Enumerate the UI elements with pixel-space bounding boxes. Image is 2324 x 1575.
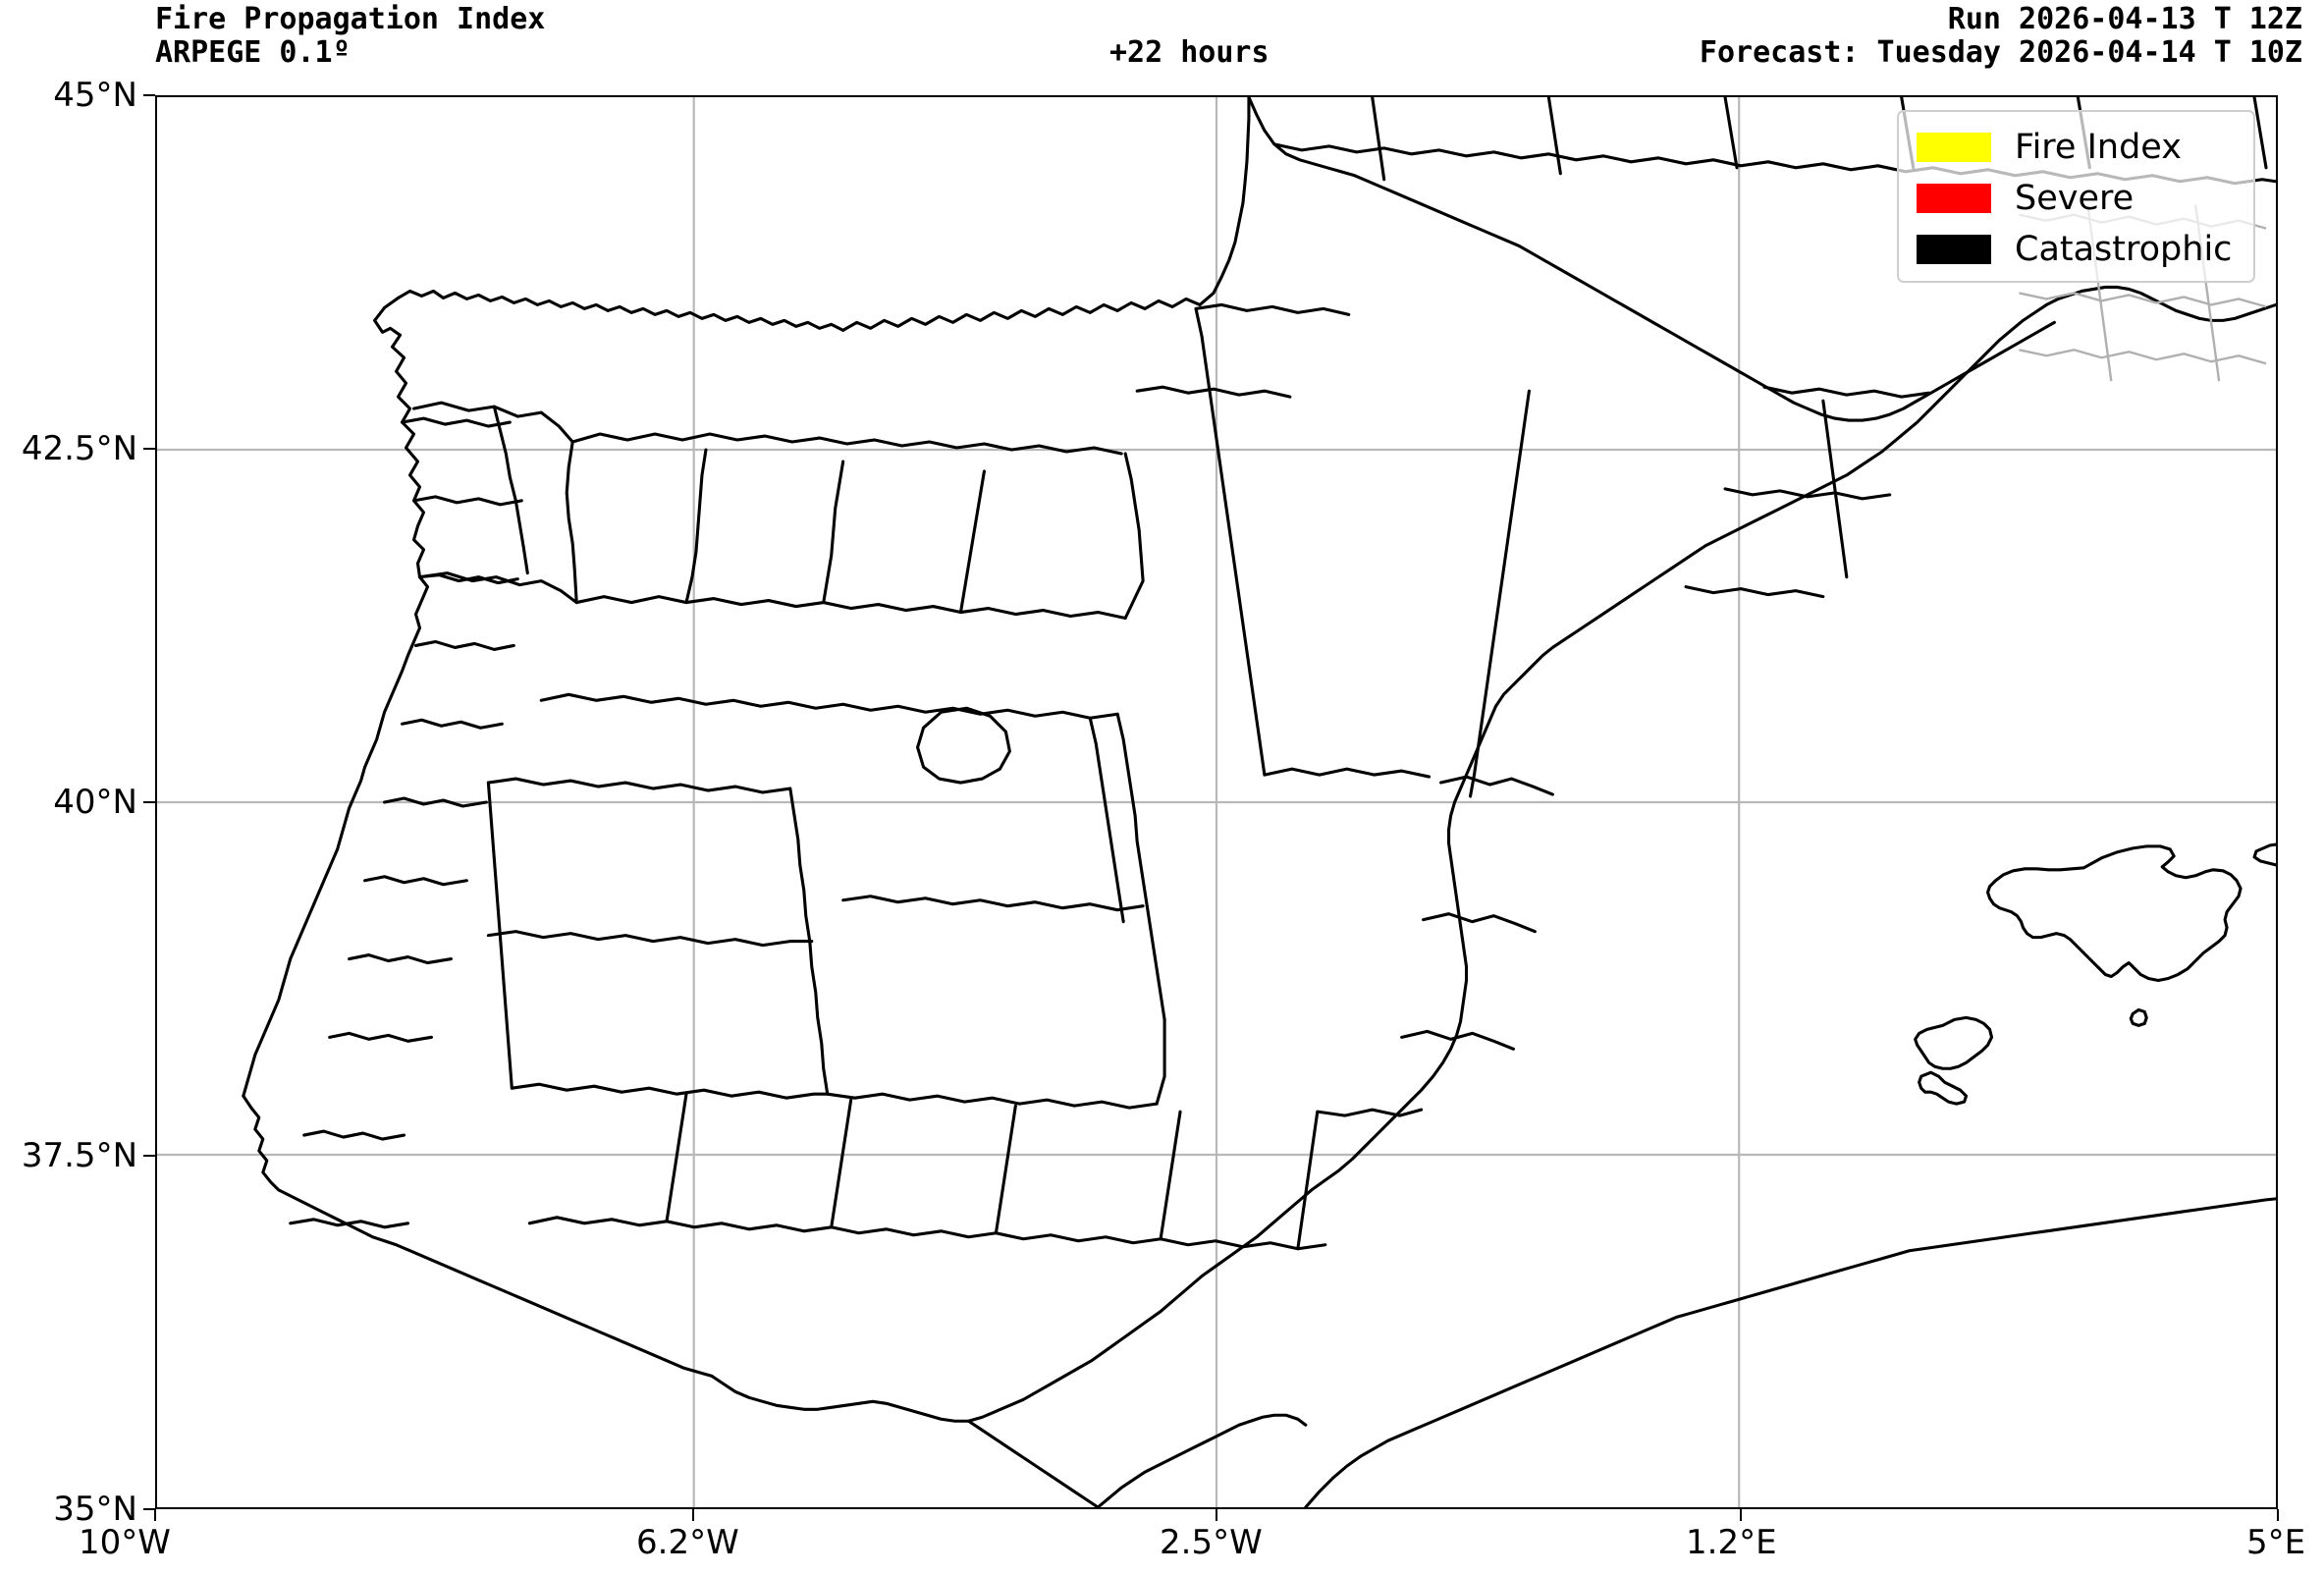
legend-swatch-severe: [1917, 184, 1991, 213]
map-gridlines: [157, 97, 2276, 1507]
ytick-mark-45n: [143, 94, 155, 96]
legend-swatch-fire-index: [1917, 133, 1991, 162]
legend-label-catastrophic: Catastrophic: [2015, 230, 2233, 269]
ytick-mark-35n: [143, 1508, 155, 1510]
forecast-timestamp-label: Forecast: Tuesday 2026-04-14 T 10Z: [1699, 35, 2302, 70]
model-label: ARPEGE 0.1º: [155, 35, 351, 70]
legend-item-fire-index[interactable]: Fire Index: [1899, 122, 2253, 173]
legend-item-severe[interactable]: Severe: [1899, 173, 2253, 224]
ytick-mark-375n: [143, 1155, 155, 1157]
page-title: Fire Propagation Index: [155, 2, 546, 36]
ytick-label-40n: 40°N: [53, 783, 137, 822]
xtick-label-10w: 10°W: [79, 1523, 171, 1562]
ytick-mark-425n: [143, 448, 155, 450]
xtick-mark-62w: [692, 1509, 694, 1521]
map-plot-area[interactable]: [155, 95, 2278, 1509]
xtick-label-62w: 6.2°W: [636, 1523, 739, 1562]
xtick-mark-25w: [1216, 1509, 1217, 1521]
ytick-label-45n: 45°N: [53, 76, 137, 115]
ytick-label-35n: 35°N: [53, 1490, 137, 1529]
legend-swatch-catastrophic: [1917, 235, 1991, 264]
run-timestamp-label: Run 2026-04-13 T 12Z: [1947, 2, 2302, 36]
xtick-mark-5e: [2277, 1509, 2279, 1521]
xtick-label-25w: 2.5°W: [1160, 1523, 1263, 1562]
ytick-label-375n: 37.5°N: [21, 1136, 137, 1175]
xtick-label-12e: 1.2°E: [1686, 1523, 1777, 1562]
legend-label-fire-index: Fire Index: [2015, 128, 2182, 167]
xtick-mark-12e: [1740, 1509, 1742, 1521]
ytick-label-425n: 42.5°N: [21, 429, 137, 468]
xtick-label-5e: 5°E: [2246, 1523, 2306, 1562]
map-coastlines-and-borders: [242, 97, 2276, 1507]
ytick-mark-40n: [143, 801, 155, 803]
map-canvas: [157, 97, 2276, 1507]
xtick-mark-10w: [154, 1509, 156, 1521]
legend-label-severe: Severe: [2015, 179, 2135, 218]
legend-item-catastrophic[interactable]: Catastrophic: [1899, 224, 2253, 275]
map-legend: Fire Index Severe Catastrophic: [1897, 110, 2255, 283]
lead-time-label: +22 hours: [1109, 35, 1270, 70]
